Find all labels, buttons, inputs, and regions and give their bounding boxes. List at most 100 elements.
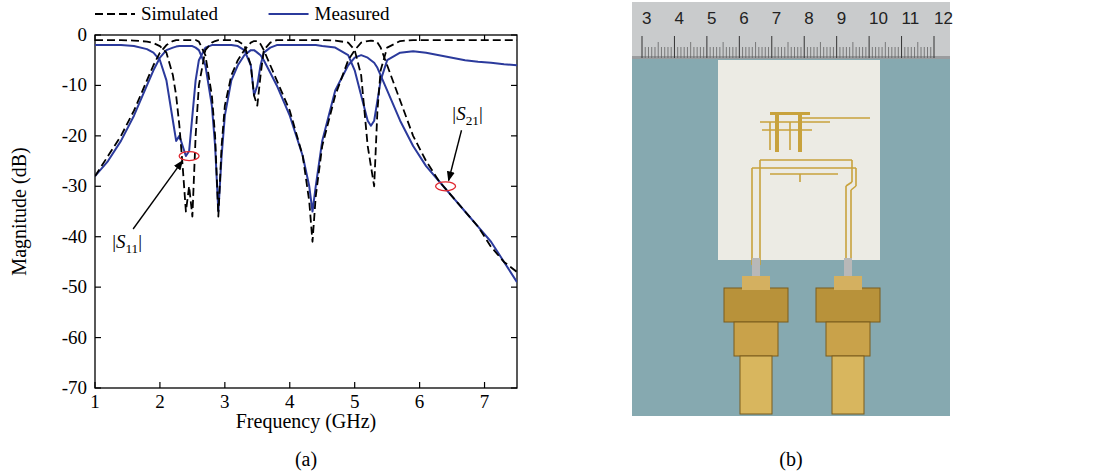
ruler-mm-tick [859,47,860,58]
x-tick [94,382,95,388]
ruler-mm-tick [703,47,704,58]
ruler-mm-tick [917,42,918,58]
annotation-ellipse [179,152,199,161]
ruler-mm-tick [658,42,659,58]
ruler-mm-tick [680,47,681,58]
ruler-cm-tick [804,36,805,58]
annotation-label: |S11| [112,231,142,256]
ruler-mm-tick [820,42,821,58]
y-tick [95,236,101,237]
ruler-mm-tick [762,47,763,58]
ruler-mm-tick [852,42,853,58]
ruler-mm-tick [690,42,691,58]
ruler-mm-tick [726,47,727,58]
y-tick-right [511,85,517,86]
annotation-label: |S21| [452,103,482,128]
ruler-mm-tick [875,47,876,58]
ruler-mm-tick [846,47,847,58]
panel-caption: (b) [779,448,802,471]
y-axis-title: Magnitude (dB) [8,147,31,275]
ruler-number: 10 [869,9,888,28]
ruler-cm-tick [934,36,935,58]
ruler-cm-tick [771,36,772,58]
ruler-mm-tick [671,47,672,58]
connector-body [834,276,862,290]
microstrip [789,122,791,150]
microstrip [850,190,852,265]
legend-swatch [269,13,309,15]
x-tick [419,382,420,388]
microstrip [846,182,852,186]
ruler-mm-tick [843,47,844,58]
ruler-number: 3 [642,9,651,28]
connector-body [742,276,770,290]
annotation-arrow [133,161,182,229]
connector-flange [816,288,880,322]
ruler-mm-tick [765,47,766,58]
connector-barrel [832,356,864,414]
substrate [718,60,880,260]
microstrip [760,159,852,161]
ruler-mm-tick [914,47,915,58]
ruler-number: 7 [772,9,781,28]
ruler-mm-tick [742,47,743,58]
ruler-mm-tick [752,47,753,58]
x-tick-label: 4 [285,391,295,412]
x-tick [289,382,290,388]
series-line [95,40,517,272]
resonator [770,112,810,115]
ruler-number: 11 [902,9,920,28]
ruler-mm-tick [716,47,717,58]
x-axis-title: Frequency (GHz) [236,410,377,433]
ruler-mm-tick [788,42,789,58]
y-tick [95,85,101,86]
ruler-mm-tick [794,47,795,58]
ruler-mm-tick [930,47,931,58]
ruler-mm-tick [908,47,909,58]
x-tick-label: 1 [90,391,100,412]
ruler-mm-tick [651,47,652,58]
y-tick [95,337,101,338]
ruler-number: 4 [674,9,683,28]
ruler-mm-tick [878,47,879,58]
ruler-mm-tick [891,47,892,58]
ruler-mm-tick [898,47,899,58]
photo: 3456789101112 [632,2,953,416]
x-tick [224,382,225,388]
figure: 1234567-70-60-50-40-30-20-100Frequency (… [0,0,1106,475]
ruler-mm-tick [784,47,785,58]
plot-frame [95,35,517,388]
connector-flange [724,288,788,322]
ruler-mm-tick [745,47,746,58]
legend-label: Measured [315,3,390,24]
y-tick [95,186,101,187]
y-tick-label: 0 [78,24,88,45]
x-tick-top [159,35,160,41]
ruler-cm-tick [901,36,902,58]
microstrip [751,168,753,265]
ruler-mm-tick [888,47,889,58]
ruler-number: 6 [739,9,748,28]
ruler-mm-tick [719,47,720,58]
annotation-ellipse [436,182,456,191]
ruler-cm-tick [836,36,837,58]
ruler-mm-tick [664,47,665,58]
annotation-arrow [449,130,462,180]
ruler-mm-tick [924,47,925,58]
connector-pin [844,258,852,278]
ruler-mm-tick [778,47,779,58]
resonator [798,112,802,152]
ruler-cm-tick [642,36,643,58]
y-tick [95,287,101,288]
y-tick-right [511,186,517,187]
series-group [95,40,517,282]
ruler-mm-tick [700,47,701,58]
ruler-mm-tick [830,47,831,58]
ruler-mm-tick [710,47,711,58]
ruler-mm-tick [797,47,798,58]
ruler-mm-tick [736,47,737,58]
x-tick-label: 7 [480,391,490,412]
y-tick-right [511,287,517,288]
ruler-mm-tick [817,47,818,58]
connector-nut [826,322,870,356]
